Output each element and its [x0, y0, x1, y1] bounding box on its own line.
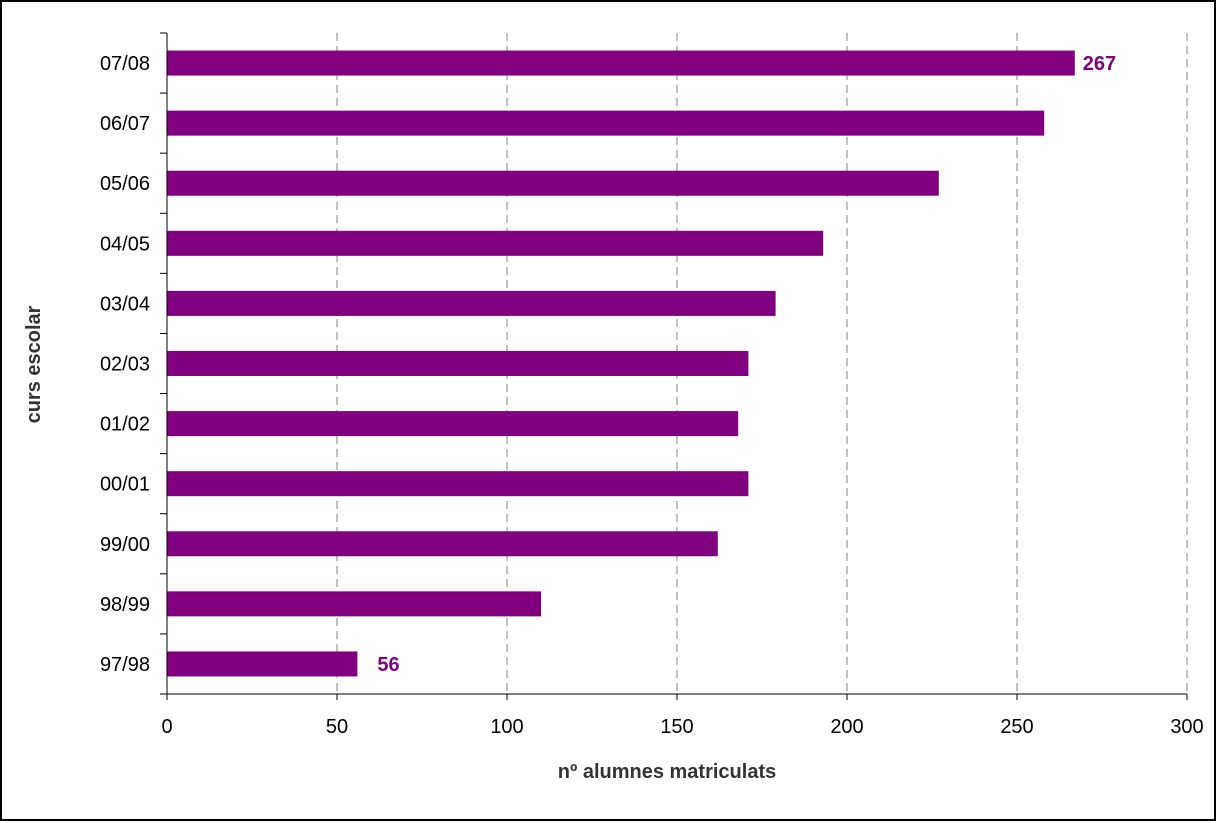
bars [167, 50, 1075, 677]
bar-07-08 [167, 50, 1075, 76]
bar-98-99 [167, 591, 541, 617]
y-tick-label-00-01: 00/01 [100, 474, 150, 496]
labels: 0 50 100 150 200 250 300 97/98 98/99 99/00 00/01 01… [100, 53, 1204, 738]
axes [160, 32, 1188, 700]
bar-97-98 [167, 651, 358, 677]
bar-01-02 [167, 411, 739, 437]
x-tick-label-300: 300 [1170, 716, 1203, 738]
y-tick-label-01-02: 01/02 [100, 414, 150, 436]
x-tick-label-50: 50 [326, 716, 348, 738]
x-tick-label-100: 100 [490, 716, 523, 738]
y-tick-label-06-07: 06/07 [100, 113, 150, 135]
bar-99-00 [167, 531, 718, 557]
bar-06-07 [167, 110, 1045, 136]
y-tick-label-04-05: 04/05 [100, 233, 150, 255]
data-label-97-98: 56 [377, 654, 399, 676]
y-tick-label-02-03: 02/03 [100, 354, 150, 376]
y-tick-label-03-04: 03/04 [100, 293, 150, 315]
y-tick-label-99-00: 99/00 [100, 534, 150, 556]
x-tick-label-250: 250 [1000, 716, 1033, 738]
bar-03-04 [167, 290, 776, 316]
bar-00-01 [167, 471, 749, 497]
y-tick-label-97-98: 97/98 [100, 654, 150, 676]
y-tick-label-98-99: 98/99 [100, 594, 150, 616]
x-tick-label-150: 150 [660, 716, 693, 738]
data-label-07-08: 267 [1083, 53, 1116, 75]
bar-05-06 [167, 170, 939, 196]
x-tick-label-0: 0 [161, 716, 172, 738]
y-tick-label-07-08: 07/08 [100, 53, 150, 75]
x-axis-title: nº alumnes matriculats [558, 761, 777, 783]
x-tick-label-200: 200 [830, 716, 863, 738]
bar-02-03 [167, 351, 749, 376]
y-axis-title: curs escolar [23, 305, 45, 423]
bar-04-05 [167, 230, 824, 256]
y-tick-label-05-06: 05/06 [100, 173, 150, 195]
